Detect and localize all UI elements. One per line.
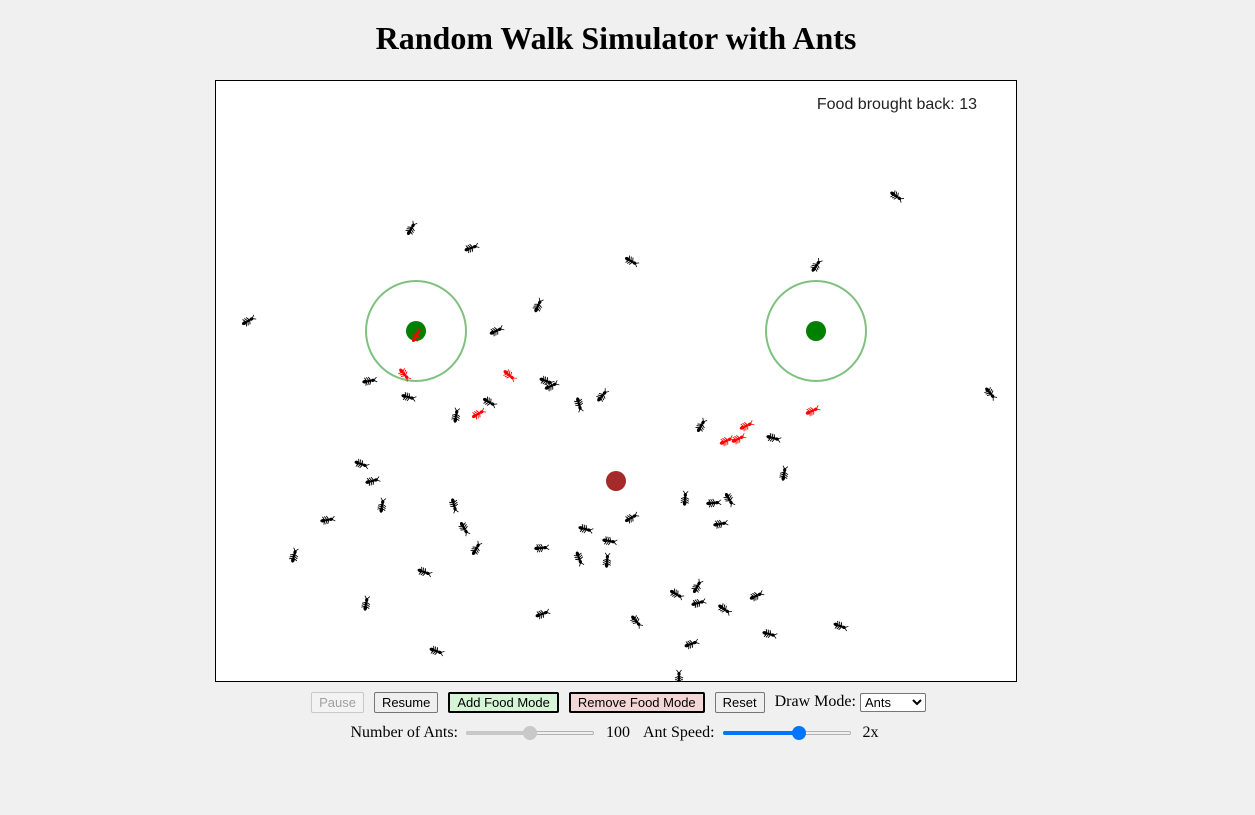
ant bbox=[779, 465, 789, 481]
ant bbox=[984, 387, 998, 401]
ant-carrying-food bbox=[471, 407, 487, 420]
ant bbox=[833, 620, 849, 632]
ant bbox=[624, 255, 640, 268]
ant bbox=[417, 566, 433, 578]
ant-nest bbox=[606, 471, 626, 491]
ant bbox=[630, 615, 644, 629]
ant bbox=[449, 498, 459, 514]
ant-carrying-food bbox=[731, 433, 747, 445]
ant bbox=[401, 392, 417, 402]
food-source[interactable] bbox=[406, 321, 426, 341]
ant bbox=[405, 220, 418, 236]
food-counter-label: Food brought back: bbox=[816, 96, 955, 113]
ant bbox=[602, 536, 618, 546]
controls-row-sliders: Number of Ants: 100 Ant Speed: 2x bbox=[0, 722, 1232, 744]
draw-mode-label: Draw Mode: bbox=[774, 693, 856, 710]
pause-button[interactable]: Pause bbox=[311, 691, 364, 713]
ant bbox=[354, 458, 370, 470]
ant bbox=[532, 297, 544, 313]
ant bbox=[544, 380, 560, 392]
ant-speed-value: 2x bbox=[862, 724, 879, 741]
ant bbox=[669, 588, 685, 601]
ant bbox=[602, 552, 612, 568]
reset-button[interactable]: Reset bbox=[714, 691, 765, 713]
ant-carrying-food bbox=[503, 369, 517, 383]
ant-speed-label: Ant Speed: bbox=[643, 724, 715, 741]
ant bbox=[535, 608, 551, 620]
num-ants-label: Number of Ants: bbox=[350, 724, 458, 741]
ant-carrying-food bbox=[719, 435, 735, 447]
ant bbox=[684, 638, 700, 650]
ant bbox=[890, 190, 905, 203]
num-ants-slider[interactable] bbox=[466, 725, 594, 741]
ant bbox=[482, 396, 498, 409]
ant bbox=[810, 257, 823, 272]
ant bbox=[573, 551, 585, 567]
ant bbox=[691, 578, 704, 594]
ant bbox=[451, 407, 461, 423]
ant bbox=[749, 590, 765, 602]
ant bbox=[489, 325, 505, 337]
ant bbox=[691, 598, 707, 608]
ant bbox=[534, 543, 550, 553]
ant bbox=[377, 497, 387, 513]
ant bbox=[596, 388, 610, 402]
resume-button[interactable]: Resume bbox=[373, 691, 439, 713]
ant bbox=[713, 519, 729, 529]
ant-carrying-food bbox=[805, 405, 821, 417]
ant bbox=[361, 595, 371, 611]
ant bbox=[718, 603, 733, 616]
ant bbox=[362, 376, 378, 386]
ant bbox=[470, 540, 483, 556]
ant bbox=[429, 645, 445, 657]
food-counter: Food brought back: 13 bbox=[817, 96, 977, 114]
ant bbox=[706, 498, 722, 508]
ant bbox=[365, 476, 381, 486]
num-ants-slider-thumb[interactable] bbox=[523, 726, 537, 740]
ant bbox=[695, 417, 708, 433]
ant-carrying-food bbox=[398, 368, 412, 382]
add-food-mode-button[interactable]: Add Food Mode bbox=[448, 691, 559, 713]
ant bbox=[723, 492, 736, 508]
ant bbox=[458, 521, 471, 537]
remove-food-mode-button[interactable]: Remove Food Mode bbox=[568, 691, 705, 713]
ant-speed-slider-fill bbox=[722, 731, 800, 735]
ant-speed-slider[interactable] bbox=[722, 725, 851, 741]
ant bbox=[624, 511, 640, 524]
ant bbox=[241, 314, 257, 327]
ant bbox=[762, 629, 778, 639]
simulation-svg[interactable] bbox=[216, 81, 1016, 681]
controls-row-buttons: Pause Resume Add Food Mode Remove Food M… bbox=[0, 691, 1232, 713]
ant-speed-slider-thumb[interactable] bbox=[792, 726, 807, 740]
food-range-ring bbox=[365, 280, 467, 382]
ant bbox=[464, 242, 480, 254]
ant-carrying-food bbox=[739, 420, 755, 432]
food-counter-value: 13 bbox=[959, 96, 977, 113]
ant bbox=[766, 433, 782, 443]
draw-mode-select[interactable]: Ants bbox=[859, 692, 926, 712]
ant bbox=[320, 515, 336, 525]
ant bbox=[674, 669, 684, 681]
simulation-canvas[interactable]: Food brought back: 13 bbox=[215, 80, 1017, 682]
food-source[interactable] bbox=[806, 321, 826, 341]
ant bbox=[680, 490, 690, 506]
num-ants-value: 100 bbox=[606, 724, 630, 741]
ant-carrying-food bbox=[410, 327, 423, 343]
num-ants-slider-fill bbox=[466, 731, 530, 735]
page-title: Random Walk Simulator with Ants bbox=[375, 20, 857, 56]
food-range-ring bbox=[765, 280, 867, 382]
ant bbox=[574, 397, 584, 413]
ant bbox=[578, 524, 594, 534]
ant bbox=[289, 547, 299, 563]
